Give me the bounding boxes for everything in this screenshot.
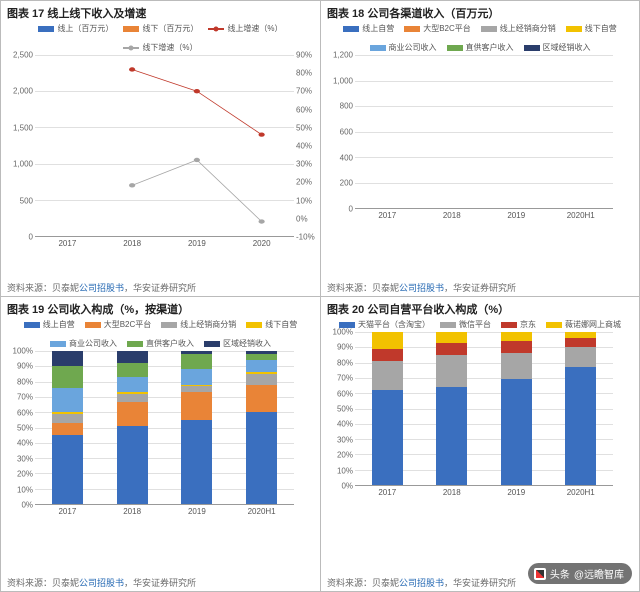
chart18-title: 图表 18 公司各渠道收入（百万元） [327, 5, 633, 21]
panel-chart18: 图表 18 公司各渠道收入（百万元） 线上自营大型B2C平台线上经销商分销线下自… [320, 0, 640, 296]
panel-chart20: 图表 20 公司自营平台收入构成（%） 天猫平台（含淘宝）微信平台京东薇诺娜网上… [320, 296, 640, 592]
chart19-title: 图表 19 公司收入构成（%，按渠道） [7, 301, 314, 317]
chart-grid: 图表 17 线上线下收入及增速 线上（百万元）线下（百万元）线上增速（%）线下增… [0, 0, 640, 592]
chart17-plot: 05001,0001,5002,0002,500 -10%0%10%20%30%… [35, 55, 294, 255]
panel-chart17: 图表 17 线上线下收入及增速 线上（百万元）线下（百万元）线上增速（%）线下增… [0, 0, 320, 296]
chart20-source: 资料来源：贝泰妮公司招股书，华安证券研究所 [327, 576, 516, 589]
chart19-plot: 0%10%20%30%40%50%60%70%80%90%100% 201720… [35, 351, 294, 523]
chart18-source: 资料来源：贝泰妮公司招股书，华安证券研究所 [327, 281, 516, 294]
chart20-legend: 天猫平台（含淘宝）微信平台京东薇诺娜网上商城 [327, 319, 633, 330]
chart17-source: 资料来源：贝泰妮公司招股书，华安证券研究所 [7, 281, 196, 294]
chart17-legend: 线上（百万元）线下（百万元）线上增速（%）线下增速（%） [7, 23, 314, 53]
chart18-plot: 02004006008001,0001,200 2017201820192020… [355, 55, 613, 227]
watermark-icon [534, 568, 546, 580]
chart19-source: 资料来源：贝泰妮公司招股书，华安证券研究所 [7, 576, 196, 589]
chart20-plot: 0%10%20%30%40%50%60%70%80%90%100% 201720… [355, 332, 613, 504]
panel-chart19: 图表 19 公司收入构成（%，按渠道） 线上自营大型B2C平台线上经销商分销线下… [0, 296, 320, 592]
chart17-title: 图表 17 线上线下收入及增速 [7, 5, 314, 21]
watermark: 头条@远瞻智库 [528, 563, 632, 584]
chart18-legend: 线上自营大型B2C平台线上经销商分销线下自营商业公司收入直供客户收入区域经销收入 [327, 23, 633, 53]
chart19-legend: 线上自营大型B2C平台线上经销商分销线下自营商业公司收入直供客户收入区域经销收入 [7, 319, 314, 349]
chart20-title: 图表 20 公司自营平台收入构成（%） [327, 301, 633, 317]
